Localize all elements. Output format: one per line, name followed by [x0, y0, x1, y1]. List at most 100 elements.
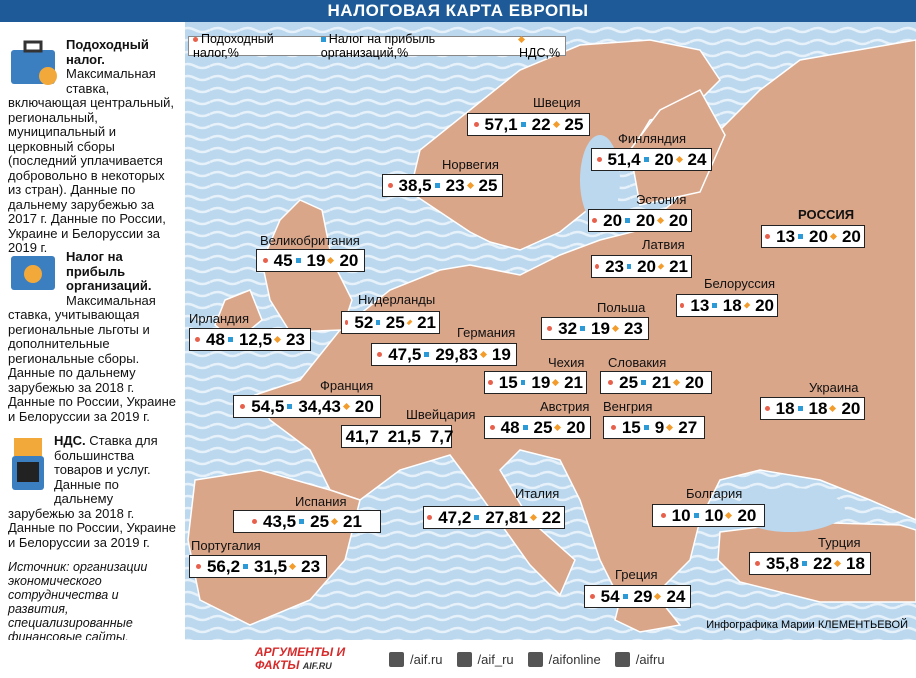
marker: [287, 404, 293, 409]
profit-rate: 27,81: [485, 507, 528, 527]
vat-rate: 21: [343, 511, 362, 531]
vat-rate: 23: [286, 329, 305, 349]
marker: [434, 183, 440, 188]
marker: [589, 594, 595, 599]
vat-rate: 20: [354, 396, 374, 416]
marker: [262, 258, 268, 263]
marker: [488, 380, 493, 385]
marker: [227, 337, 233, 342]
marker: [660, 513, 666, 518]
country-name: Турция: [818, 535, 861, 550]
marker: [654, 592, 662, 601]
marker: [666, 423, 674, 432]
marker: [529, 513, 537, 522]
rate-box: 41,7 21,5 7,7: [341, 425, 454, 448]
income-rate: 47,2: [438, 507, 472, 527]
marker: [610, 425, 616, 430]
profit-rate: 10: [704, 505, 724, 525]
country-name: Венгрия: [603, 399, 653, 414]
marker: [195, 337, 201, 342]
income-rate: 41,7: [345, 426, 379, 446]
marker: [522, 425, 528, 430]
marker: [289, 562, 297, 571]
income-rate: 23: [605, 256, 624, 276]
marker: [725, 511, 733, 520]
marker: [580, 326, 586, 331]
marker: [798, 234, 804, 239]
vat-rate: 24: [666, 586, 686, 606]
marker: [406, 319, 413, 326]
rate-box: 10 10 20: [652, 504, 765, 527]
marker: [608, 380, 614, 385]
country-name: Германия: [457, 325, 516, 340]
profit-rate: 21,5: [387, 426, 421, 446]
marker: [552, 120, 560, 129]
marker: [474, 515, 480, 520]
marker: [764, 406, 770, 411]
rate-box: 13 20 20: [761, 225, 865, 248]
marker: [755, 561, 761, 566]
marker: [834, 559, 842, 568]
income-rate: 47,5: [388, 344, 422, 364]
marker: [520, 122, 526, 127]
country-name: Швеция: [533, 95, 581, 110]
income-rate: 18: [775, 398, 795, 418]
rate-box: 18 18 20: [760, 397, 865, 420]
social-link[interactable]: /aifonline: [527, 651, 601, 667]
profit-rate: 34,43: [298, 396, 341, 416]
profit-rate: 22: [531, 114, 551, 134]
social-link[interactable]: /aif.ru: [389, 651, 443, 667]
rate-box: 52 25 21: [341, 311, 440, 334]
country-name: Польша: [597, 300, 646, 315]
income-rate: 57,1: [484, 114, 518, 134]
profit-rate: 21: [652, 372, 671, 392]
vat-rate: 21: [417, 312, 436, 332]
definition: Налог на прибыль организаций. Максимальн…: [8, 249, 178, 424]
marker: [331, 517, 339, 526]
sidebar: Подоходный налог. Максимальная ставка, в…: [0, 22, 185, 644]
social-text[interactable]: /aif_ru: [477, 651, 514, 667]
rate-box: 48 12,5 23: [189, 328, 311, 351]
vat-rate: 20: [755, 295, 774, 315]
marker: [299, 519, 305, 524]
country-name: Ирландия: [189, 311, 250, 326]
country-name: Нидерланды: [358, 292, 436, 307]
vat-rate: 23: [623, 318, 643, 338]
social-text[interactable]: /aifonline: [548, 651, 601, 667]
marker: [712, 303, 717, 308]
social-text[interactable]: /aifru: [635, 651, 665, 667]
vat-rate: 22: [541, 507, 561, 527]
marker: [240, 404, 246, 409]
rate-box: 51,4 20 24: [591, 148, 712, 171]
vat-rate: 7,7: [429, 426, 454, 446]
country-name: Австрия: [540, 399, 590, 414]
marker: [422, 434, 426, 439]
social-link[interactable]: /aifru: [614, 651, 665, 667]
country-name: Испания: [295, 494, 347, 509]
marker: [595, 264, 600, 269]
marker: [387, 183, 393, 188]
social-link[interactable]: /aif_ru: [456, 651, 514, 667]
icon: [11, 40, 57, 85]
country-name: Греция: [615, 567, 658, 582]
vat-rate: 21: [564, 372, 584, 392]
country-name: Болгария: [686, 486, 743, 501]
income-rate: 10: [671, 505, 691, 525]
country-name: Португалия: [191, 538, 261, 553]
rate-box: 47,2 27,81 22: [423, 506, 565, 529]
marker: [643, 425, 649, 430]
vat-rate: 20: [668, 210, 688, 230]
rate-box: 32 19 23: [541, 317, 649, 340]
vat-rate: 20: [737, 505, 757, 525]
social-text[interactable]: /aif.ru: [410, 651, 443, 667]
country-name: Эстония: [636, 192, 687, 207]
rate-box: 23 20 21: [591, 255, 692, 278]
legend: Подоходный налог,% Налог на прибыль орга…: [188, 32, 566, 60]
rate-box: 38,5 23 25: [382, 174, 503, 197]
marker: [376, 320, 380, 325]
definition-title: Налог на прибыль организаций.: [66, 249, 152, 293]
marker: [743, 302, 751, 309]
vat-rate: 23: [301, 556, 321, 576]
income-rate: 38,5: [398, 175, 432, 195]
